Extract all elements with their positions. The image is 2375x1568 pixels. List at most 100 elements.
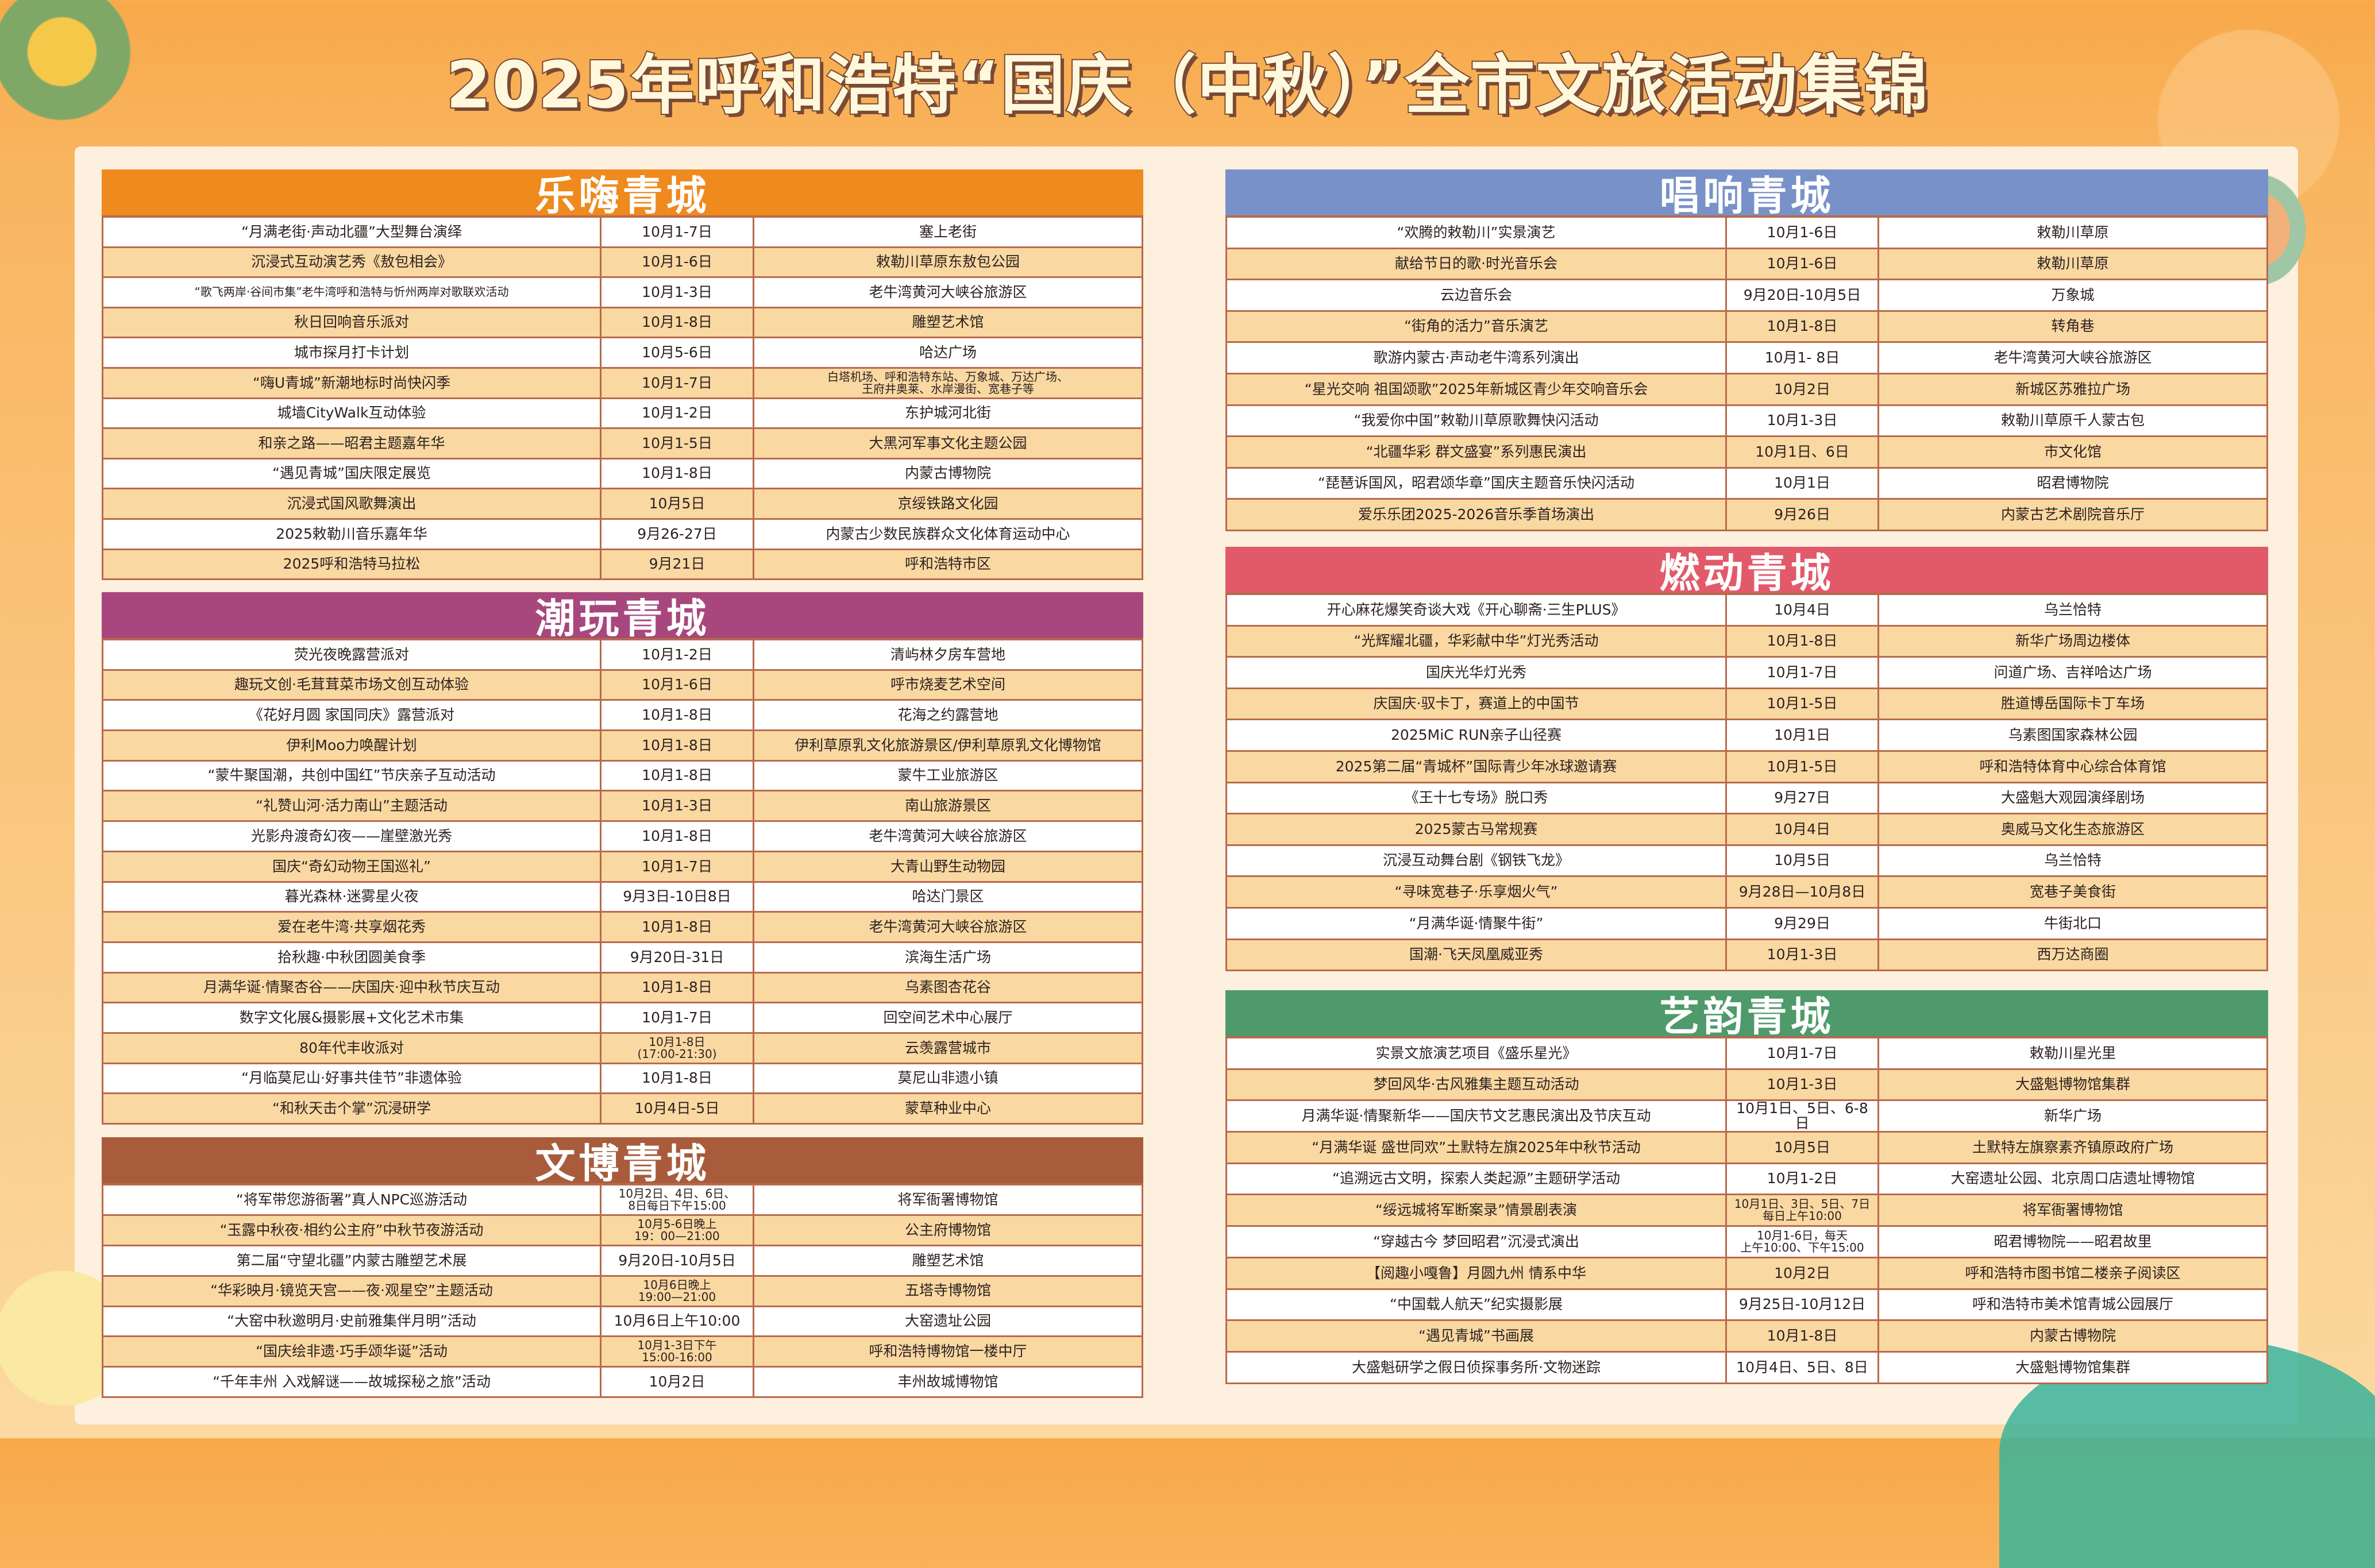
event-venue: 大盛魁博物馆集群 [1877, 1069, 2268, 1100]
event-venue: 乌兰恰特 [1877, 595, 2268, 625]
event-venue: 奥威马文化生态旅游区 [1877, 814, 2268, 844]
event-venue: 敕勒川星光里 [1877, 1038, 2268, 1068]
table-row: “华彩映月·镜览天宫——夜·观星空”主题活动 10月6日晚上 19:00—21:0… [102, 1276, 1143, 1307]
event-venue: 哈达广场 [753, 338, 1143, 367]
event-date: 9月3日-10日8日 [600, 882, 753, 912]
event-venue: 大窑遗址公园 [753, 1307, 1143, 1336]
event-venue: 敕勒川草原千人蒙古包 [1877, 405, 2268, 436]
event-venue: 呼和浩特市图书馆二楼亲子阅读区 [1877, 1258, 2268, 1288]
event-venue: 滨海生活广场 [753, 943, 1143, 972]
event-date: 9月21日 [600, 550, 753, 579]
event-date: 10月5日 [1725, 845, 1877, 876]
event-date: 10月1-8日 [600, 1064, 753, 1093]
event-date: 10月1-3日 [600, 791, 753, 821]
event-name: 沉浸式互动演艺秀《敖包相会》 [102, 248, 600, 277]
event-name: “欢腾的敕勒川”实景演艺 [1225, 218, 1725, 248]
event-venue: 新华广场周边楼体 [1877, 626, 2268, 656]
event-name: 数字文化展&摄影展+文化艺术市集 [102, 1003, 600, 1032]
event-venue: 内蒙古少数民族群众文化体育运动中心 [753, 519, 1143, 549]
event-date: 10月1日、6日 [1725, 437, 1877, 467]
table-row: 实景文旅演艺项目《盛乐星光》 10月1-7日 敕勒川星光里 [1225, 1038, 2268, 1070]
table-row: 庆国庆·驭卡丁，赛道上的中国节 10月1-5日 胜道博岳国际卡丁车场 [1225, 689, 2268, 721]
event-table: “欢腾的敕勒川”实景演艺 10月1-6日 敕勒川草原 献给节日的歌·时光音乐会 10月1… [1225, 215, 2268, 531]
event-name: 暮光森林·迷雾星火夜 [102, 882, 600, 912]
event-venue: 老牛湾黄河大峡谷旅游区 [753, 913, 1143, 941]
event-venue: 清屿林夕房车营地 [753, 640, 1143, 669]
table-row: 第二届“守望北疆”内蒙古雕塑艺术展 9月20日-10月5日 雕塑艺术馆 [102, 1246, 1143, 1277]
event-name: 爱在老牛湾·共享烟花秀 [102, 913, 600, 941]
event-name: “和秋天击个掌”沉浸研学 [102, 1094, 600, 1123]
event-venue: 敕勒川草原 [1877, 249, 2268, 279]
event-date: 10月1-8日 [600, 822, 753, 851]
event-date: 10月2日、4日、6日、 8日每日下午15:00 [600, 1185, 753, 1214]
event-name: “我爱你中国”敕勒川草原歌舞快闪活动 [1225, 405, 1725, 436]
table-row: 2025MiC RUN亲子山径赛 10月1日 乌素图国家森林公园 [1225, 720, 2268, 752]
event-date: 10月1-3日 [1725, 940, 1877, 970]
event-name: 荧光夜晚露营派对 [102, 640, 600, 669]
event-venue: 呼和浩特体育中心综合体育馆 [1877, 751, 2268, 782]
table-row: 沉浸式互动演艺秀《敖包相会》 10月1-6日 敕勒川草原东敖包公园 [102, 248, 1143, 279]
event-name: 沉浸互动舞台剧《钢铁飞龙》 [1225, 845, 1725, 876]
event-venue: 大盛魁博物馆集群 [1877, 1352, 2268, 1382]
event-venue: 新华广场 [1877, 1101, 2268, 1131]
event-date: 10月1-8日 [600, 459, 753, 488]
event-name: 国庆光华灯光秀 [1225, 658, 1725, 688]
event-name: 国潮·飞天凤凰威亚秀 [1225, 940, 1725, 970]
table-row: 爱乐乐团2025-2026音乐季首场演出 9月26日 内蒙古艺术剧院音乐厅 [1225, 500, 2268, 531]
table-row: 大盛魁研学之假日侦探事务所·文物迷踪 10月4日、5日、8日 大盛魁博物馆集群 [1225, 1352, 2268, 1384]
event-date: 10月1-7日 [600, 1003, 753, 1032]
table-row: “遇见青城”书画展 10月1-8日 内蒙古博物院 [1225, 1321, 2268, 1353]
event-date: 10月6日上午10:00 [600, 1307, 753, 1336]
event-date: 10月1-5日 [1725, 689, 1877, 719]
table-row: “光辉耀北疆，华彩献中华”灯光秀活动 10月1-8日 新华广场周边楼体 [1225, 626, 2268, 658]
event-date: 10月1-2日 [600, 640, 753, 669]
event-name: “穿越古今 梦回昭君”沉浸式演出 [1225, 1227, 1725, 1257]
event-date: 10月1-8日 [600, 761, 753, 790]
event-date: 10月1-8日 [1725, 1321, 1877, 1351]
table-row: “绥远城将军断案录”情景剧表演 10月1日、3日、5日、7日 每日上午10:00 将… [1225, 1195, 2268, 1227]
event-date: 10月1-6日 [600, 248, 753, 277]
event-name: 《王十七专场》脱口秀 [1225, 783, 1725, 813]
table-row: “歌飞两岸·谷间市集”老牛湾呼和浩特与忻州两岸对歌联欢活动 10月1-3日 老牛湾黄… [102, 278, 1143, 308]
table-row: “蒙牛聚国潮，共创中国红”节庆亲子互动活动 10月1-8日 蒙牛工业旅游区 [102, 761, 1143, 792]
event-name: 月满华诞·情聚杏谷——庆国庆·迎中秋节庆互动 [102, 973, 600, 1002]
event-venue: 莫尼山非遗小镇 [753, 1064, 1143, 1093]
event-name: 光影舟渡奇幻夜——崖壁激光秀 [102, 822, 600, 851]
table-row: “月满华诞 盛世同欢”土默特左旗2025年中秋节活动 10月5日 土默特左旗察素齐镇… [1225, 1133, 2268, 1164]
event-name: “月满老街·声动北疆”大型舞台演绎 [102, 218, 600, 246]
event-date: 10月5日 [600, 489, 753, 518]
event-name: 庆国庆·驭卡丁，赛道上的中国节 [1225, 689, 1725, 719]
table-row: 云边音乐会 9月20日-10月5日 万象城 [1225, 280, 2268, 312]
table-row: 2025敕勒川音乐嘉年华 9月26-27日 内蒙古少数民族群众文化体育运动中心 [102, 519, 1143, 550]
table-row: 趣玩文创·毛茸茸菜市场文创互动体验 10月1-6日 呼市烧麦艺术空间 [102, 670, 1143, 701]
event-name: “遇见青城”国庆限定展览 [102, 459, 600, 488]
section-header: 文博青城 [102, 1137, 1143, 1187]
table-row: “千年丰州 入戏解谜——故城探秘之旅”活动 10月2日 丰州故城博物馆 [102, 1368, 1143, 1399]
event-venue: 将军衙署博物馆 [753, 1185, 1143, 1214]
event-venue: 老牛湾黄河大峡谷旅游区 [753, 822, 1143, 851]
event-name: “将军带您游衙署”真人NPC巡游活动 [102, 1185, 600, 1214]
event-name: “月满华诞·情聚牛街” [1225, 908, 1725, 939]
event-name: “中国载人航天”纪实摄影展 [1225, 1289, 1725, 1320]
event-date: 9月26日 [1725, 500, 1877, 530]
event-date: 10月1-7日 [600, 218, 753, 246]
event-venue: 大青山野生动物园 [753, 852, 1143, 881]
event-name: 国庆“奇幻动物王国巡礼” [102, 852, 600, 881]
event-name: “星光交响 祖国颂歌”2025年新城区青少年交响音乐会 [1225, 374, 1725, 404]
table-row: 歌游内蒙古·声动老牛湾系列演出 10月1- 8日 老牛湾黄河大峡谷旅游区 [1225, 343, 2268, 374]
event-venue: 内蒙古博物院 [753, 459, 1143, 488]
event-date: 10月1-3日 [600, 278, 753, 307]
table-row: 荧光夜晚露营派对 10月1-2日 清屿林夕房车营地 [102, 640, 1143, 671]
table-row: “月满老街·声动北疆”大型舞台演绎 10月1-7日 塞上老街 [102, 218, 1143, 248]
section-changxiang: 唱响青城 “欢腾的敕勒川”实景演艺 10月1-6日 敕勒川草原 献给节日的歌·时光音乐会… [1225, 169, 2268, 531]
event-venue: 老牛湾黄河大峡谷旅游区 [1877, 343, 2268, 373]
event-name: “追溯远古文明，探索人类起源”主题研学活动 [1225, 1164, 1725, 1194]
event-name: 2025第二届“青城杯”国际青少年冰球邀请赛 [1225, 751, 1725, 782]
table-row: 开心麻花爆笑奇谈大戏《开心聊斋·三生PLUS》 10月4日 乌兰恰特 [1225, 595, 2268, 627]
event-venue: 五塔寺博物馆 [753, 1276, 1143, 1306]
event-date: 9月29日 [1725, 908, 1877, 939]
event-date: 10月1-8日 [600, 973, 753, 1002]
event-venue: 花海之约露营地 [753, 701, 1143, 730]
table-row: 2025蒙古马常规赛 10月4日 奥威马文化生态旅游区 [1225, 814, 2268, 846]
event-venue: 万象城 [1877, 280, 2268, 310]
